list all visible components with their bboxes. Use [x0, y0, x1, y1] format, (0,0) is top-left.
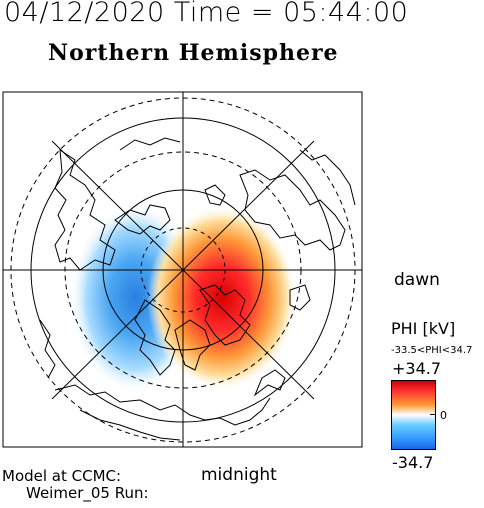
model-label: Model at CCMC: — [2, 467, 122, 485]
colorbar-max-label: +34.7 — [392, 359, 442, 378]
colorbar-title: PHI [kV] — [391, 319, 456, 338]
date-time-heading: 04/12/2020 Time = 05:44:00 — [4, 0, 409, 28]
colorbar-min-label: -34.7 — [392, 453, 434, 472]
colorbar-zero-label: 0 — [440, 409, 447, 422]
dawn-label: dawn — [394, 270, 440, 290]
colorbar — [391, 380, 436, 450]
colorbar-zero-tick — [430, 414, 435, 415]
coastlines — [39, 137, 356, 441]
hemisphere-title: Northern Hemisphere — [48, 40, 339, 66]
run-label: Weimer_05 Run: — [26, 484, 149, 502]
colorbar-range: -33.5<PHI<34.7 — [391, 345, 473, 356]
meridian-line — [51, 140, 315, 400]
midnight-label: midnight — [201, 465, 277, 485]
positive-potential-cell — [147, 206, 297, 390]
